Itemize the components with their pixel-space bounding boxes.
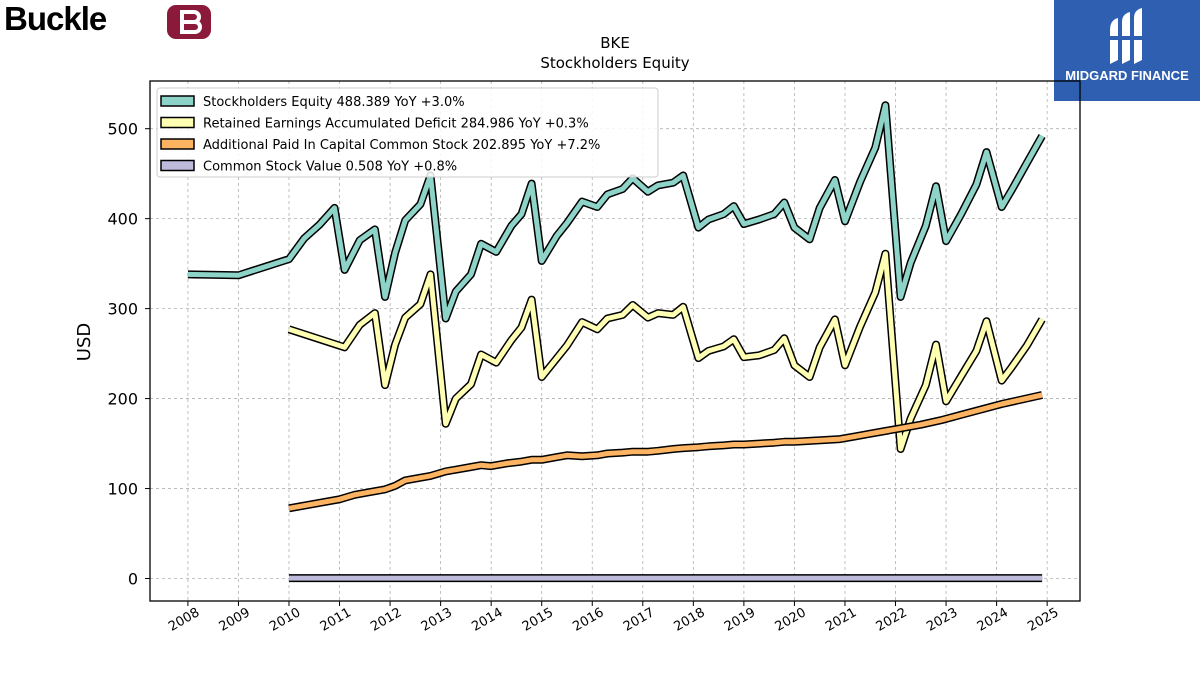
series-1	[287, 249, 1046, 453]
y-tick-label: 300	[107, 300, 138, 319]
legend-box	[156, 87, 659, 178]
buckle-logo: Buckle	[4, 0, 214, 39]
x-tick-label: 2009	[217, 605, 253, 635]
legend-entry: Additional Paid In Capital Common Stock …	[203, 138, 600, 153]
chart-title: BKE	[600, 34, 630, 52]
x-tick-label: 2021	[823, 605, 859, 635]
x-tick-label: 2014	[469, 605, 505, 635]
x-tick-label: 2011	[318, 605, 354, 635]
y-axis-label: USD	[74, 323, 95, 361]
series-line	[288, 251, 1045, 452]
legend-swatch	[160, 138, 195, 150]
midgard-finance-logo: MIDGARD FINANCE	[1054, 0, 1200, 101]
x-tick-label: 2015	[520, 605, 556, 635]
x-tick-label: 2013	[419, 605, 455, 635]
legend-swatch	[160, 159, 195, 172]
plot-frame	[149, 80, 1081, 602]
midgard-mark-icon	[1108, 8, 1144, 64]
y-tick-label: 100	[107, 480, 138, 499]
x-tick-label: 2023	[924, 605, 960, 635]
buckle-badge-icon	[167, 5, 211, 39]
legend-swatch	[160, 116, 195, 129]
series-line	[288, 392, 1043, 511]
x-tick-label: 2022	[874, 605, 910, 635]
x-tick-label: 2019	[722, 605, 758, 635]
midgard-logo-text: MIDGARD FINANCE	[1065, 68, 1189, 83]
y-tick-label: 0	[128, 570, 138, 589]
x-tick-label: 2010	[267, 605, 303, 635]
series-2	[288, 391, 1043, 513]
legend-entry: Common Stock Value 0.508 YoY +0.8%	[203, 160, 457, 175]
x-tick-label: 2012	[368, 605, 404, 635]
legend-entry: Stockholders Equity 488.389 YoY +3.0%	[203, 95, 465, 110]
x-tick-label: 2016	[570, 605, 606, 635]
series-layer	[187, 101, 1046, 583]
x-tick-label: 2018	[672, 605, 708, 635]
y-tick-label: 400	[107, 210, 138, 229]
series-0	[187, 101, 1046, 323]
x-tick-label: 2024	[975, 605, 1011, 635]
x-tick-label: 2020	[773, 605, 809, 635]
axis-ticks: 2008 2009 2010 2011 2012 2013 2014 2015 2016 2017…	[107, 120, 1061, 635]
legend: Stockholders Equity 488.389 YoY +3.0% Ret…	[156, 87, 659, 178]
y-tick-label: 500	[107, 120, 138, 139]
x-tick-label: 2025	[1025, 605, 1061, 635]
legend-swatch	[160, 95, 195, 107]
x-tick-label: 2017	[621, 605, 657, 635]
y-tick-label: 200	[107, 390, 138, 409]
legend-entry: Retained Earnings Accumulated Deficit 28…	[203, 117, 589, 132]
series-line	[187, 102, 1045, 321]
chart-subtitle: Stockholders Equity	[540, 54, 689, 72]
buckle-logo-text: Buckle	[4, 0, 107, 37]
x-tick-label: 2008	[166, 605, 202, 635]
